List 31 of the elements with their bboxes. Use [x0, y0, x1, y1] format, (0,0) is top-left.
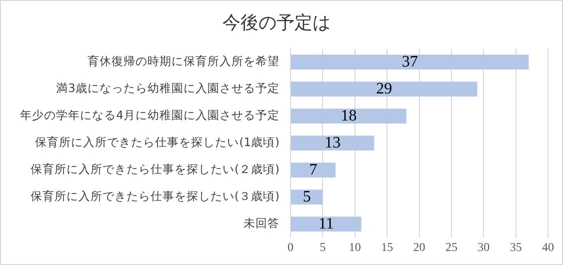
data-label: 11 [318, 215, 334, 232]
chart-title: 今後の予定は [222, 12, 330, 34]
x-tick-label: 25 [445, 240, 458, 254]
y-tick-label: 年少の学年になる4月に幼稚園に入園させる予定 [20, 108, 280, 122]
x-tick-label: 20 [413, 240, 426, 254]
y-tick-label: 保育所に入所できたら仕事を探したい(３歳頃) [30, 189, 280, 204]
bar [291, 136, 374, 151]
bar [291, 190, 323, 205]
x-tick-label: 15 [381, 240, 394, 254]
y-tick-label: 満3歳になったら幼稚園に入園させる予定 [56, 81, 280, 96]
data-label: 7 [309, 161, 318, 178]
data-label: 13 [324, 134, 341, 152]
data-label: 29 [376, 80, 392, 98]
bar [291, 108, 406, 124]
bar [291, 54, 529, 70]
bar [291, 82, 478, 97]
x-tick-label: 30 [478, 240, 490, 254]
data-label: 5 [302, 188, 311, 206]
y-tick-label: 保育所に入所できたら仕事を探したい(２歳頃) [30, 162, 280, 176]
x-tick-label: 40 [542, 240, 554, 254]
x-tick-label: 0 [288, 240, 294, 254]
y-tick-label: 育休復帰の時期に保育所入所を希望 [88, 54, 280, 68]
bar [291, 216, 362, 232]
x-tick-label: 5 [320, 240, 326, 254]
data-label: 37 [402, 53, 418, 70]
x-tick-label: 10 [348, 240, 361, 254]
x-tick-label: 35 [510, 240, 522, 254]
bar [291, 162, 336, 178]
data-label: 18 [340, 107, 357, 124]
y-tick-label: 保育所に入所できたら仕事を探したい(1歳頃) [35, 135, 280, 150]
y-tick-label: 未回答 [244, 216, 280, 230]
